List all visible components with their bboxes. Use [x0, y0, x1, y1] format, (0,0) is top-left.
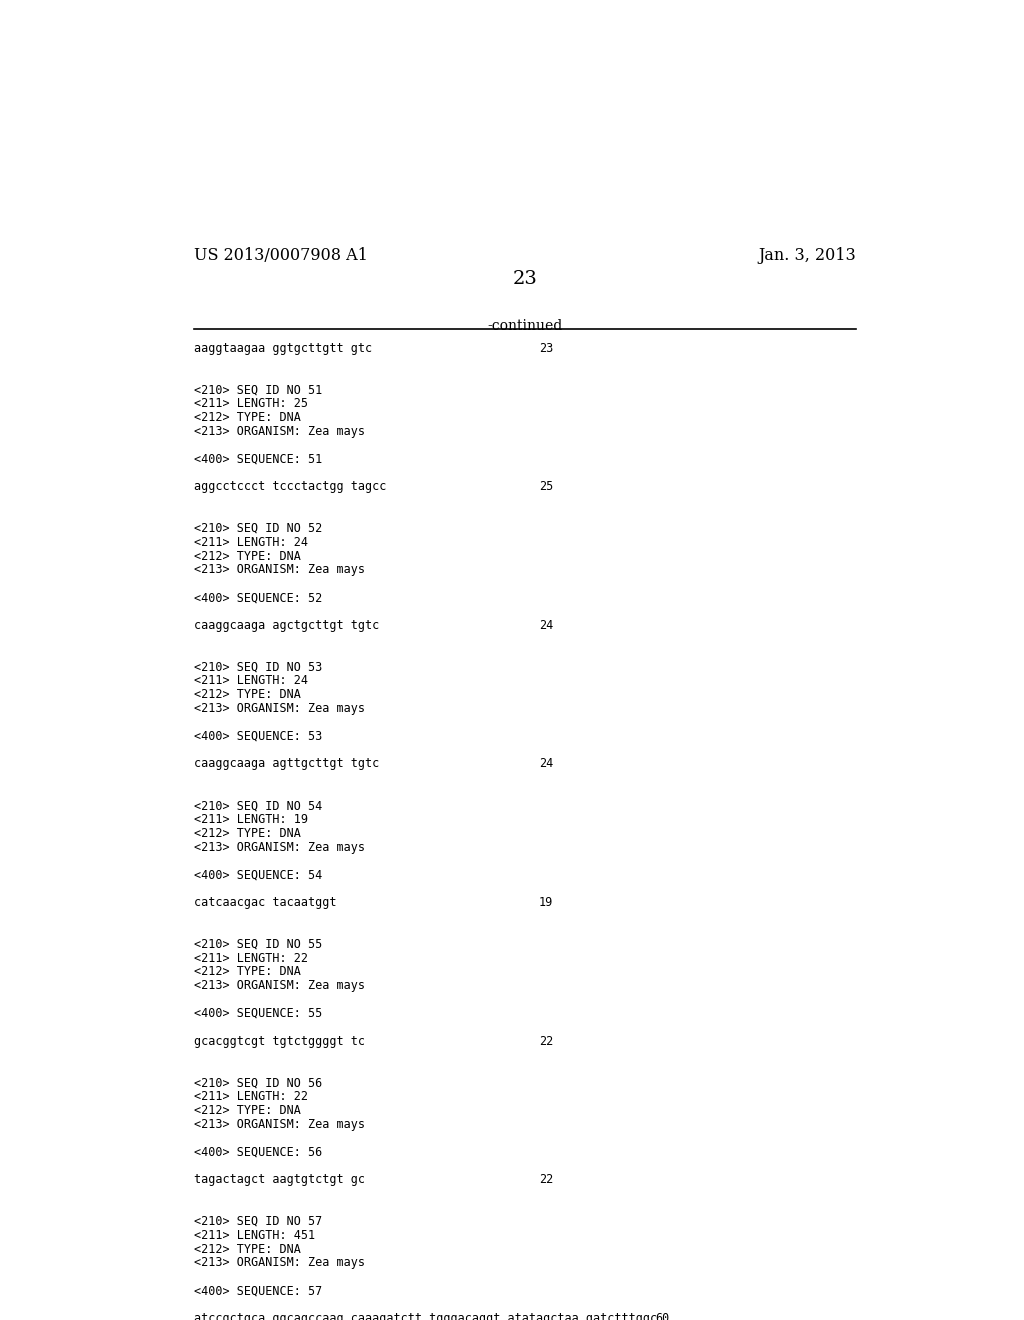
Text: <210> SEQ ID NO 54: <210> SEQ ID NO 54 [194, 799, 323, 812]
Text: <400> SEQUENCE: 56: <400> SEQUENCE: 56 [194, 1146, 323, 1159]
Text: <400> SEQUENCE: 55: <400> SEQUENCE: 55 [194, 1007, 323, 1020]
Text: <211> LENGTH: 19: <211> LENGTH: 19 [194, 813, 308, 826]
Text: 24: 24 [539, 758, 553, 771]
Text: <211> LENGTH: 25: <211> LENGTH: 25 [194, 397, 308, 411]
Text: aaggtaagaa ggtgcttgtt gtc: aaggtaagaa ggtgcttgtt gtc [194, 342, 372, 355]
Text: <211> LENGTH: 22: <211> LENGTH: 22 [194, 952, 308, 965]
Text: <213> ORGANISM: Zea mays: <213> ORGANISM: Zea mays [194, 1257, 365, 1270]
Text: <213> ORGANISM: Zea mays: <213> ORGANISM: Zea mays [194, 702, 365, 715]
Text: 22: 22 [539, 1035, 553, 1048]
Text: <210> SEQ ID NO 52: <210> SEQ ID NO 52 [194, 521, 323, 535]
Text: <212> TYPE: DNA: <212> TYPE: DNA [194, 965, 301, 978]
Text: <211> LENGTH: 24: <211> LENGTH: 24 [194, 536, 308, 549]
Text: 23: 23 [512, 271, 538, 288]
Text: caaggcaaga agttgcttgt tgtc: caaggcaaga agttgcttgt tgtc [194, 758, 379, 771]
Text: <213> ORGANISM: Zea mays: <213> ORGANISM: Zea mays [194, 425, 365, 438]
Text: <212> TYPE: DNA: <212> TYPE: DNA [194, 826, 301, 840]
Text: 22: 22 [539, 1173, 553, 1187]
Text: <212> TYPE: DNA: <212> TYPE: DNA [194, 1104, 301, 1117]
Text: tagactagct aagtgtctgt gc: tagactagct aagtgtctgt gc [194, 1173, 365, 1187]
Text: <400> SEQUENCE: 57: <400> SEQUENCE: 57 [194, 1284, 323, 1298]
Text: <213> ORGANISM: Zea mays: <213> ORGANISM: Zea mays [194, 1118, 365, 1131]
Text: caaggcaaga agctgcttgt tgtc: caaggcaaga agctgcttgt tgtc [194, 619, 379, 632]
Text: -continued: -continued [487, 318, 562, 333]
Text: 25: 25 [539, 480, 553, 494]
Text: <211> LENGTH: 22: <211> LENGTH: 22 [194, 1090, 308, 1104]
Text: <212> TYPE: DNA: <212> TYPE: DNA [194, 688, 301, 701]
Text: gcacggtcgt tgtctggggt tc: gcacggtcgt tgtctggggt tc [194, 1035, 365, 1048]
Text: <213> ORGANISM: Zea mays: <213> ORGANISM: Zea mays [194, 979, 365, 993]
Text: US 2013/0007908 A1: US 2013/0007908 A1 [194, 247, 368, 264]
Text: 23: 23 [539, 342, 553, 355]
Text: <212> TYPE: DNA: <212> TYPE: DNA [194, 411, 301, 424]
Text: 24: 24 [539, 619, 553, 632]
Text: <400> SEQUENCE: 52: <400> SEQUENCE: 52 [194, 591, 323, 605]
Text: atccgctgca ggcagccaag caaagatctt tgggacaggt atatagctaa gatctttggc: atccgctgca ggcagccaag caaagatctt tgggaca… [194, 1312, 657, 1320]
Text: <210> SEQ ID NO 55: <210> SEQ ID NO 55 [194, 937, 323, 950]
Text: <212> TYPE: DNA: <212> TYPE: DNA [194, 1242, 301, 1255]
Text: <210> SEQ ID NO 53: <210> SEQ ID NO 53 [194, 660, 323, 673]
Text: <213> ORGANISM: Zea mays: <213> ORGANISM: Zea mays [194, 841, 365, 854]
Text: catcaacgac tacaatggt: catcaacgac tacaatggt [194, 896, 336, 909]
Text: <400> SEQUENCE: 54: <400> SEQUENCE: 54 [194, 869, 323, 882]
Text: <212> TYPE: DNA: <212> TYPE: DNA [194, 549, 301, 562]
Text: <213> ORGANISM: Zea mays: <213> ORGANISM: Zea mays [194, 564, 365, 577]
Text: <210> SEQ ID NO 51: <210> SEQ ID NO 51 [194, 383, 323, 396]
Text: 19: 19 [539, 896, 553, 909]
Text: aggcctccct tccctactgg tagcc: aggcctccct tccctactgg tagcc [194, 480, 386, 494]
Text: 60: 60 [655, 1312, 670, 1320]
Text: <210> SEQ ID NO 56: <210> SEQ ID NO 56 [194, 1076, 323, 1089]
Text: Jan. 3, 2013: Jan. 3, 2013 [758, 247, 856, 264]
Text: <211> LENGTH: 451: <211> LENGTH: 451 [194, 1229, 315, 1242]
Text: <211> LENGTH: 24: <211> LENGTH: 24 [194, 675, 308, 688]
Text: <210> SEQ ID NO 57: <210> SEQ ID NO 57 [194, 1214, 323, 1228]
Text: <400> SEQUENCE: 53: <400> SEQUENCE: 53 [194, 730, 323, 743]
Text: <400> SEQUENCE: 51: <400> SEQUENCE: 51 [194, 453, 323, 466]
